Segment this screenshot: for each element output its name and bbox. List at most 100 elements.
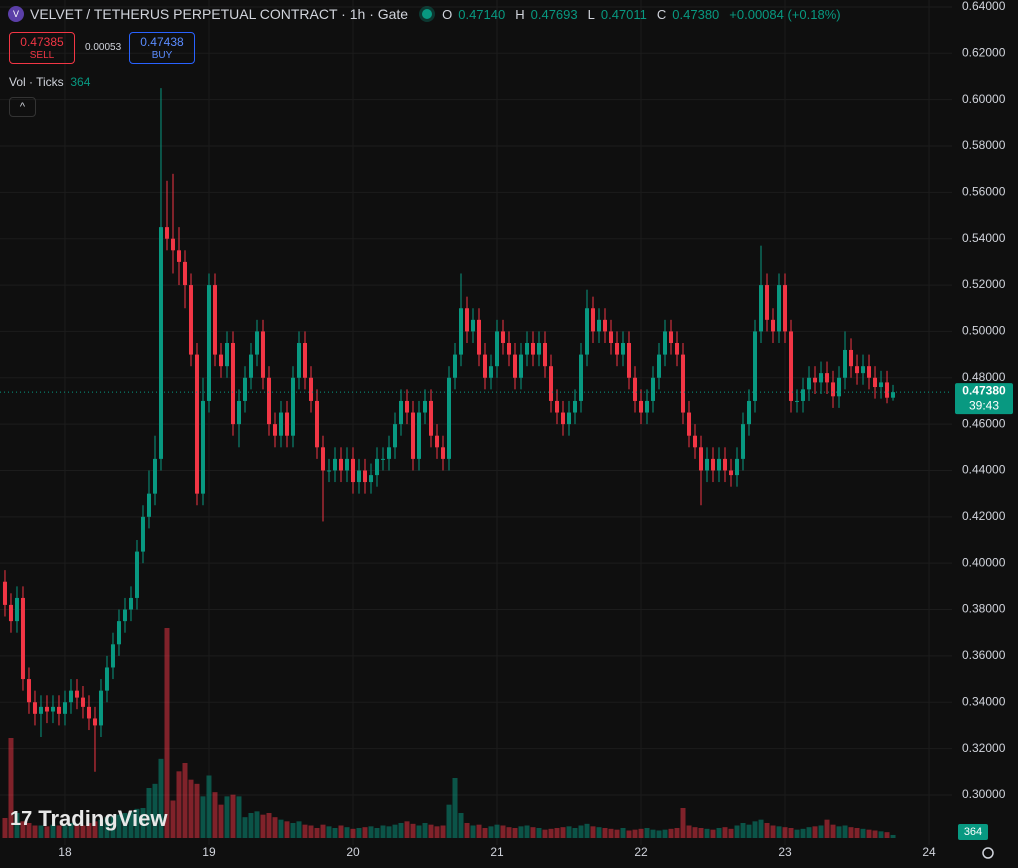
volume-bar	[842, 825, 848, 838]
volume-bar	[158, 758, 164, 838]
y-tick-label: 0.56000	[962, 185, 1006, 199]
volume-bar	[332, 828, 338, 838]
sell-button[interactable]: 0.47385 SELL	[9, 32, 75, 64]
legend-key: H	[515, 6, 525, 22]
volume-bar	[368, 826, 374, 838]
volume-bar	[470, 825, 476, 838]
volume-bar	[254, 811, 260, 838]
volume-bar	[452, 778, 458, 838]
candle-body	[284, 412, 289, 436]
candle-body	[795, 400, 800, 402]
candle-body	[495, 331, 500, 367]
candle-body	[236, 400, 241, 425]
volume-bar	[326, 826, 332, 838]
volume-bar	[296, 821, 302, 838]
settings-icon	[982, 847, 994, 859]
legend-key: L	[587, 6, 595, 22]
candle-body	[86, 706, 91, 719]
volume-bar	[884, 832, 890, 838]
last-price-box	[955, 383, 1013, 415]
candle-body	[579, 354, 584, 401]
volume-bar	[278, 819, 284, 838]
candle-body	[861, 366, 866, 374]
candle-body	[242, 377, 247, 401]
volume-bar	[632, 829, 638, 838]
spread: 0.00053	[85, 42, 122, 53]
volume-bar	[86, 823, 92, 838]
volume-bar	[866, 829, 872, 838]
buy-price: 0.47438	[140, 35, 184, 49]
legend-value: 0.47140	[458, 6, 506, 22]
candle-body	[729, 470, 734, 476]
volume-bar	[128, 811, 134, 838]
candle-body	[753, 331, 758, 401]
candle-body	[434, 435, 439, 448]
x-tick-label: 18	[58, 845, 72, 859]
candle-body	[621, 343, 626, 355]
volume-bar	[806, 827, 812, 838]
watermark: 17 TradingView	[10, 806, 167, 832]
candle-body	[470, 319, 475, 332]
volume-bar	[236, 796, 242, 838]
watermark-text: TradingView	[38, 806, 168, 831]
candle-body	[278, 412, 283, 436]
candle-body	[603, 319, 608, 332]
volume-bar	[194, 783, 200, 838]
volume-bar	[14, 813, 20, 838]
volume-bar	[836, 826, 842, 838]
candle-body	[206, 285, 211, 401]
candle-body	[266, 377, 271, 425]
candle-body	[212, 285, 217, 355]
volume-bar	[32, 825, 38, 838]
candle-body	[14, 597, 19, 622]
candle-body	[368, 475, 373, 483]
volume-bar	[218, 804, 224, 838]
volume-bar	[302, 824, 308, 838]
volume-bar	[398, 823, 404, 838]
candle-body	[254, 331, 259, 355]
y-tick-label: 0.54000	[962, 231, 1006, 245]
volume-bar	[530, 827, 536, 838]
volume-bar	[536, 828, 542, 838]
volume-bar	[272, 817, 278, 838]
candle-body	[290, 377, 295, 436]
volume-bar	[2, 818, 8, 838]
candle-body	[531, 343, 536, 355]
volume-bar	[308, 825, 314, 838]
watermark-icon: 17	[10, 807, 33, 830]
volume-bar	[416, 825, 422, 838]
collapse-button[interactable]: ^	[9, 97, 36, 117]
volume-bar	[644, 828, 650, 838]
candle-body	[188, 285, 193, 355]
sell-label: SELL	[29, 50, 55, 61]
volume-bar	[98, 819, 104, 838]
volume-bar	[818, 825, 824, 838]
candle-body	[657, 354, 662, 378]
candle-body	[813, 377, 818, 383]
volume-bar	[650, 829, 656, 838]
candle-body	[164, 227, 169, 239]
legend-value: 0.47011	[600, 6, 647, 22]
candle-body	[218, 354, 223, 367]
candle-body	[561, 412, 566, 425]
candle-body	[362, 470, 367, 483]
candle-body	[681, 354, 686, 413]
volume-bar	[20, 821, 26, 838]
legend-value: 0.47380	[672, 6, 720, 22]
volume-title: Vol · Ticks	[9, 75, 64, 89]
candle-body	[62, 702, 67, 714]
volume-bar	[284, 821, 290, 838]
candle-body	[759, 285, 764, 332]
volume-bar	[146, 788, 152, 838]
volume-bar	[350, 828, 356, 838]
volume-last-label: 364	[964, 826, 982, 838]
candle-body	[711, 458, 716, 471]
y-tick-label: 0.64000	[962, 0, 1006, 13]
candle-body	[717, 458, 722, 471]
candle-body	[849, 349, 854, 367]
volume-bar	[890, 834, 896, 838]
volume-bar	[686, 825, 692, 838]
volume-bar	[92, 821, 98, 838]
buy-button[interactable]: 0.47438 BUY	[129, 32, 195, 64]
